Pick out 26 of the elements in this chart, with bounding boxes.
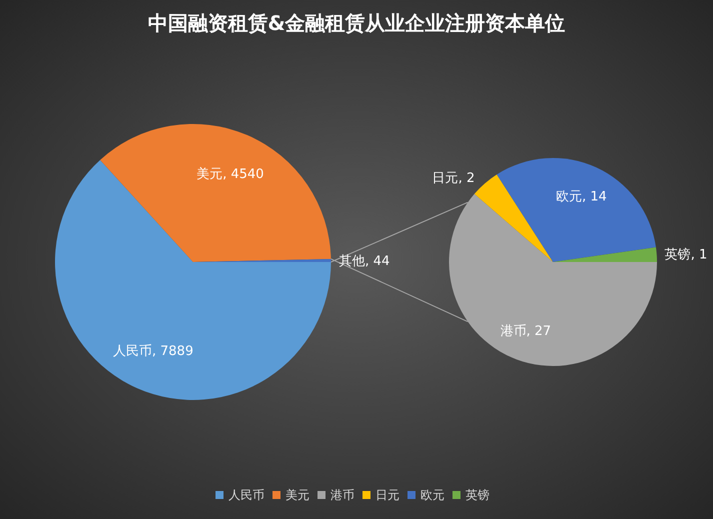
pie-slice bbox=[553, 247, 657, 262]
data-label: , 27 bbox=[526, 324, 552, 339]
slice-label: 英镑 bbox=[664, 248, 691, 263]
chart-title: 中国融资租赁&金融租赁从业企业注册资本单位 bbox=[148, 11, 566, 35]
data-label: , 1 bbox=[690, 248, 708, 263]
slice-label: 人民币 bbox=[112, 344, 152, 359]
pie-slice bbox=[55, 160, 331, 400]
legend-label: 人民币 bbox=[228, 488, 264, 502]
pie-slice bbox=[100, 124, 331, 262]
data-label: , 14 bbox=[582, 189, 607, 204]
slice-label: 其他 bbox=[338, 254, 365, 269]
slice-label: 日元 bbox=[432, 170, 458, 186]
slice-label: 欧元 bbox=[556, 189, 582, 204]
pie-slice bbox=[496, 158, 656, 262]
slice-label: 美元 bbox=[196, 166, 223, 182]
data-label: , 2 bbox=[458, 170, 475, 186]
data-label: , 7889 bbox=[152, 344, 194, 359]
legend-label: 日元 bbox=[376, 488, 400, 502]
data-label: , 4540 bbox=[222, 166, 264, 182]
pie-slice bbox=[474, 174, 553, 262]
slice-label: 港币 bbox=[500, 324, 526, 339]
legend-label: 美元 bbox=[286, 488, 310, 502]
legend-label: 英镑 bbox=[466, 488, 490, 502]
legend-label: 欧元 bbox=[420, 488, 444, 502]
legend-label: 港币 bbox=[330, 488, 354, 502]
data-label: , 44 bbox=[364, 254, 390, 269]
